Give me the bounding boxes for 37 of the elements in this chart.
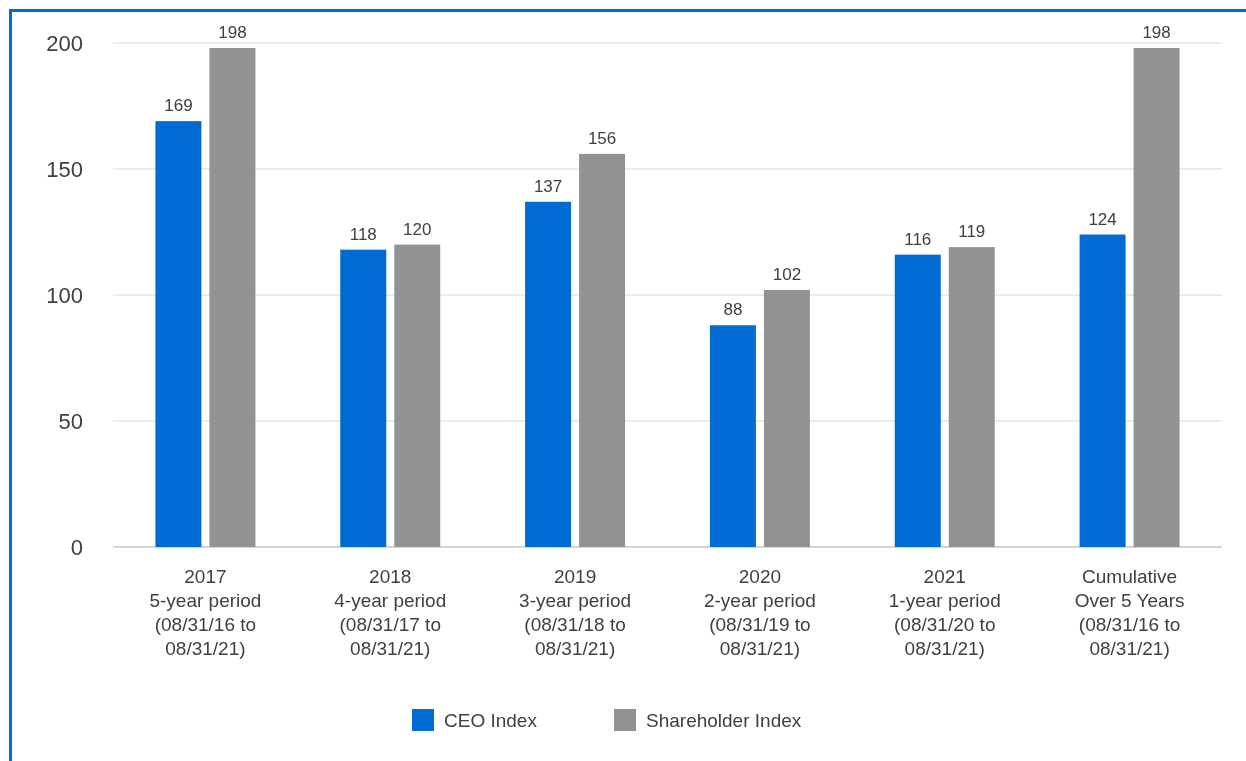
bar [579, 153, 626, 547]
bar [209, 48, 256, 547]
x-tick-label: 2021 1-year period (08/31/20 to 08/31/21) [888, 566, 1001, 659]
y-tick-label: 0 [70, 534, 83, 560]
data-label: 137 [533, 176, 563, 196]
data-label: 120 [403, 219, 432, 239]
y-tick-label: 150 [46, 156, 83, 182]
data-label: 198 [218, 23, 247, 43]
y-tick-label: 200 [46, 30, 83, 56]
data-label: 169 [164, 96, 193, 116]
data-label: 198 [1142, 23, 1171, 43]
bar [155, 121, 202, 547]
x-tick-label: 2017 5-year period (08/31/16 to 08/31/21) [149, 566, 262, 659]
data-label: 119 [958, 222, 986, 242]
bar [894, 254, 941, 547]
data-label: 102 [772, 264, 802, 284]
data-label: 124 [1088, 209, 1117, 229]
data-label: 118 [349, 224, 377, 244]
x-tick-label: 2020 2-year period (08/31/19 to 08/31/21) [703, 566, 816, 659]
y-tick-label: 50 [58, 408, 83, 434]
x-tick-label: Cumulative Over 5 Years (08/31/16 to 08/31/21) [1074, 566, 1185, 659]
bar [1133, 48, 1180, 547]
data-label: 116 [904, 229, 932, 249]
bar [763, 289, 810, 547]
legend-label: CEO Index [444, 709, 538, 731]
legend-label: Shareholder Index [646, 709, 802, 731]
data-label: 88 [723, 300, 743, 320]
x-tick-label: 2019 3-year period (08/31/18 to 08/31/21) [519, 566, 632, 659]
bar [1079, 234, 1126, 547]
bar [709, 325, 756, 547]
data-label: 156 [587, 128, 617, 148]
y-tick-label: 100 [46, 282, 83, 308]
x-tick-label: 2018 4-year period (08/31/17 to 08/31/21) [334, 566, 447, 659]
bar [948, 247, 995, 547]
bar [340, 249, 387, 547]
bar [525, 201, 572, 547]
bar [394, 244, 441, 547]
